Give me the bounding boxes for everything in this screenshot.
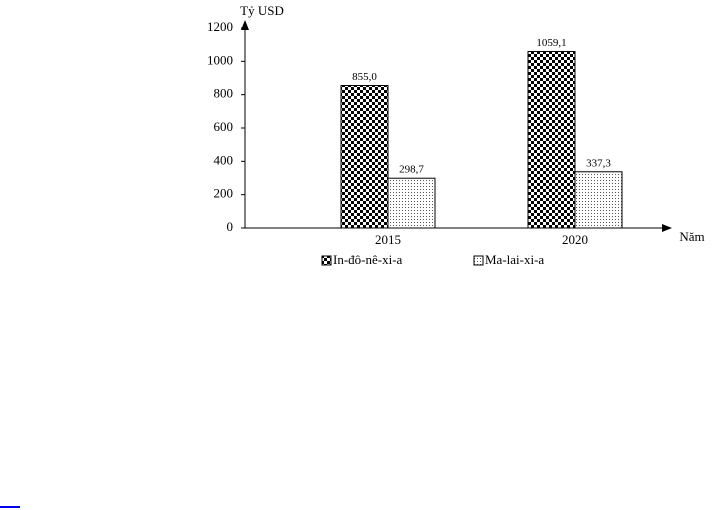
y-tick-label: 1000 <box>207 52 233 67</box>
x-axis-label: Năm <box>679 229 704 244</box>
legend-swatch <box>321 255 332 266</box>
legend-label: Ma-lai-xi-a <box>485 252 544 267</box>
bar <box>340 85 389 229</box>
bar <box>527 50 576 229</box>
y-tick-label: 400 <box>214 152 234 167</box>
x-axis-arrow <box>662 224 672 232</box>
y-tick-label: 200 <box>214 186 234 201</box>
value-label: 298,7 <box>399 164 424 176</box>
y-tick-label: 0 <box>227 219 234 234</box>
x-tick-label: 2015 <box>375 232 401 247</box>
bar <box>387 177 436 229</box>
legend-swatch <box>473 255 484 266</box>
y-tick-label: 1200 <box>207 19 233 34</box>
x-tick-label: 2020 <box>562 232 588 247</box>
y-tick-label: 800 <box>214 86 234 101</box>
value-label: 855,0 <box>352 71 377 83</box>
bar <box>574 171 623 229</box>
value-label: 1059,1 <box>536 37 566 49</box>
y-tick-label: 600 <box>214 119 234 134</box>
value-label: 337,3 <box>586 157 611 169</box>
y-axis-label: Tỷ USD <box>240 3 284 18</box>
legend-label: In-đô-nê-xi-a <box>333 252 403 267</box>
